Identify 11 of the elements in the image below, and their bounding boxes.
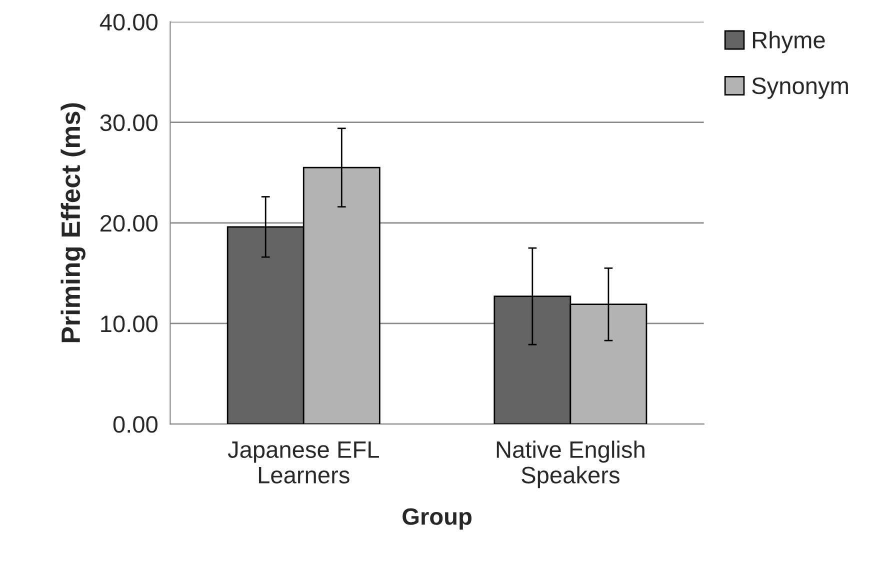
legend-label: Rhyme (752, 31, 825, 54)
y-tick-label: 10.00 (101, 316, 158, 332)
y-tick-label: 0.00 (113, 416, 158, 433)
x-tick-label: Native English Speakers (496, 440, 644, 488)
y-tick-label: 40.00 (100, 14, 158, 31)
y-tick-label: 30.00 (100, 114, 158, 132)
x-tick-label: Japanese EFL Learners (228, 442, 379, 484)
y-axis-title: Priming Effect (ms) (60, 103, 86, 342)
legend-label: Synonym (752, 77, 848, 99)
y-tick-label: 20.00 (100, 214, 158, 232)
x-axis-title: Group (402, 508, 472, 530)
